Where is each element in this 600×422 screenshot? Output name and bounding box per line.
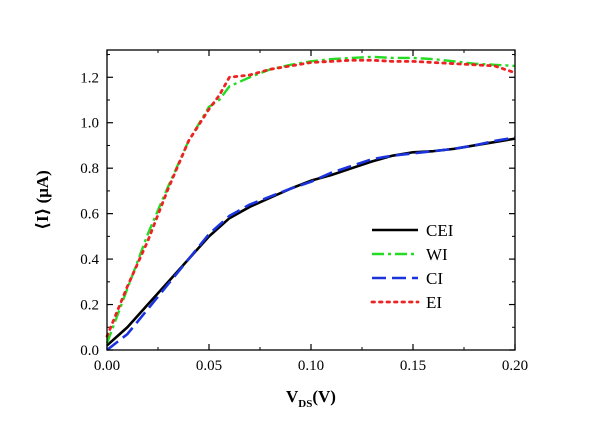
x-axis-title: VDS(V): [286, 387, 336, 410]
y-axis-title: ⟨I⟩ (μA): [33, 170, 52, 230]
ticks-layer: 0.00 0.05 0.10 0.15 0.20 0.0 0.2 0.4 0.6 0.8 1.0 1.…: [80, 50, 528, 374]
legend: CEI WI CI EI: [370, 221, 454, 312]
y-tick-label: 0.2: [80, 298, 99, 314]
legend-label-ci: CI: [426, 269, 443, 288]
x-axis-title-unit: (V): [312, 387, 336, 406]
x-axis-title-main: V: [286, 387, 299, 406]
x-tick-label: 0.00: [94, 358, 120, 374]
y-tick-label: 0.8: [80, 161, 99, 177]
series-line-wi: [105, 55, 516, 344]
series-line-ci: [106, 136, 516, 352]
x-tick-label: 0.05: [196, 358, 222, 374]
legend-label-wi: WI: [426, 245, 448, 264]
series-layer: [105, 55, 517, 352]
x-tick-label: 0.15: [400, 358, 426, 374]
x-axis-title-subscript: DS: [298, 398, 312, 410]
y-tick-label: 1.0: [80, 116, 99, 132]
x-tick-label: 0.10: [298, 358, 324, 374]
y-tick-label: 0.4: [80, 252, 99, 268]
legend-label-cei: CEI: [426, 221, 454, 240]
plot-frame: [106, 49, 516, 351]
y-tick-label: 0.0: [80, 343, 99, 359]
legend-label-ei: EI: [426, 293, 442, 312]
x-tick-label: 0.20: [502, 358, 528, 374]
y-tick-label: 0.6: [80, 207, 99, 223]
y-tick-label: 1.2: [80, 70, 99, 86]
series-line-cei: [106, 137, 516, 347]
series-line-ei: [105, 58, 517, 338]
